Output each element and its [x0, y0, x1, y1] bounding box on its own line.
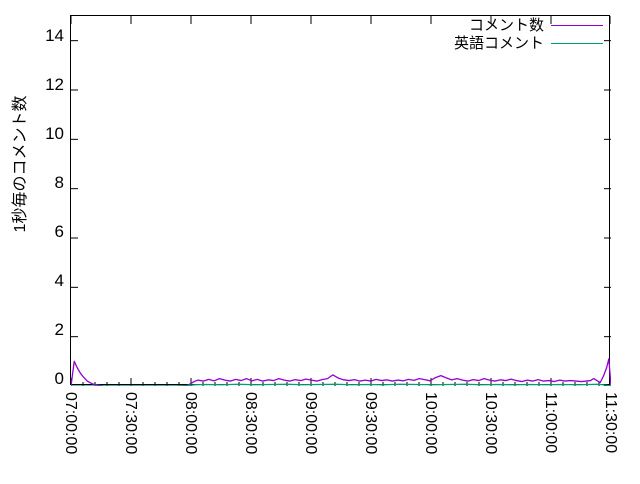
chart-legend: コメント数 英語コメント [443, 17, 603, 53]
x-tick-label: 11:30:00 [602, 392, 619, 454]
x-tick-label: 09:30:00 [362, 392, 379, 455]
data-series-group [71, 358, 611, 386]
y-tick-label: 4 [54, 271, 64, 290]
y-axis-tick-labels: 14 12 10 8 6 4 2 0 [0, 0, 64, 480]
x-tick-label: 07:00:00 [62, 392, 79, 455]
series-line [71, 383, 611, 386]
plot-svg [71, 16, 611, 386]
legend-color-swatch [551, 25, 603, 26]
x-tick-label: 09:00:00 [302, 392, 319, 455]
x-tick-label: 08:30:00 [242, 392, 259, 455]
y-tick-label: 10 [45, 124, 64, 143]
x-tick-label: 11:00:00 [542, 392, 559, 454]
x-tick-label: 07:30:00 [122, 392, 139, 455]
x-tick-label: 10:30:00 [482, 392, 499, 455]
legend-label: コメント数 [468, 17, 544, 34]
plot-area [70, 15, 611, 386]
y-tick-label: 12 [45, 75, 64, 94]
y-tick-label: 14 [45, 26, 64, 45]
x-tick-label: 08:00:00 [182, 392, 199, 455]
y-tick-label: 0 [54, 369, 64, 388]
legend-entry-comment-count: コメント数 [443, 17, 603, 34]
series-line [71, 358, 611, 386]
legend-label: 英語コメント [453, 35, 544, 52]
legend-color-swatch [551, 43, 603, 44]
axis-tick-marks [71, 16, 611, 386]
legend-entry-english-comment: 英語コメント [443, 35, 603, 52]
y-tick-label: 6 [54, 222, 64, 241]
y-tick-label: 2 [54, 320, 64, 339]
y-tick-label: 8 [54, 173, 64, 192]
x-tick-label: 10:00:00 [422, 392, 439, 455]
